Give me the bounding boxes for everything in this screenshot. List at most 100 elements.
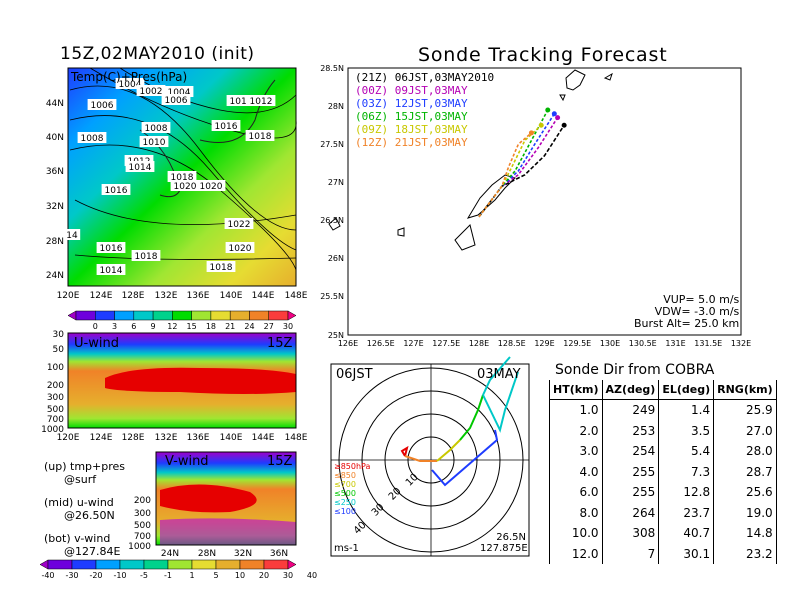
note-up: (up) tmp+pres @surf bbox=[44, 460, 126, 486]
colorbar-cell bbox=[215, 559, 241, 570]
colorbar-cell bbox=[47, 559, 73, 570]
wind-colorbar-tick: 10 bbox=[235, 571, 245, 580]
wind-colorbar-tick: 40 bbox=[307, 571, 317, 580]
table-cell: 7 bbox=[601, 543, 660, 564]
track-map-lon-ticks: 126E 126.5E 127E 127.5E 128E 128.5E 129E 129.5E… bbox=[338, 339, 751, 348]
temp-map-label: Temp(C)+Pres(hPa) bbox=[71, 70, 188, 84]
table-cell: 23.2 bbox=[713, 543, 777, 564]
v-lat-tick: 32N bbox=[234, 549, 252, 559]
table-row: 12.0 7 30.1 23.2 bbox=[549, 543, 777, 564]
v-pressure-tick: 200 bbox=[134, 496, 151, 506]
isobar-label-bg bbox=[164, 86, 194, 97]
temp-lon-tick: 136E bbox=[187, 291, 210, 301]
isobar-label-bg bbox=[246, 95, 276, 106]
isobar-label: 1006 bbox=[91, 101, 114, 111]
wind-colorbar-tick: 30 bbox=[283, 571, 293, 580]
wind-colorbar-tick: -5 bbox=[140, 571, 148, 580]
v-lat-tick: 24N bbox=[161, 549, 179, 559]
track-endpoint bbox=[555, 115, 561, 121]
u-lon-tick: 128E bbox=[122, 433, 145, 443]
note-mid: (mid) u-wind @26.50N bbox=[44, 496, 115, 522]
temp-colorbar-tick: 24 bbox=[244, 322, 254, 331]
polar-legend-item: ≤700 bbox=[334, 480, 356, 489]
panel-notes: (up) tmp+pres @surf (mid) u-wind @26.50N… bbox=[44, 460, 125, 558]
temp-colorbar-tick: 6 bbox=[131, 322, 136, 331]
table-cell: 23.7 bbox=[658, 502, 715, 523]
isobar-label-bg bbox=[167, 171, 197, 182]
table-cell: 5.4 bbox=[658, 441, 715, 462]
isobar-label-bg bbox=[245, 130, 275, 141]
table-cell: 25.6 bbox=[713, 482, 777, 503]
v-pressure-tick: 1000 bbox=[128, 542, 151, 552]
v-pressure-tick: 300 bbox=[134, 509, 151, 519]
isobar-label-bg bbox=[224, 218, 254, 229]
track-legend-item: (09Z) 18JST,03MAY bbox=[355, 123, 468, 136]
track-lat-tick: 27N bbox=[328, 178, 344, 187]
u-lon-tick: 132E bbox=[155, 433, 178, 443]
isobar-label: 1006 bbox=[165, 96, 188, 106]
track-legend: (21Z) 06JST,03MAY2010 (00Z) 09JST,03MAY (0… bbox=[355, 71, 494, 149]
track-lon-tick: 130E bbox=[600, 339, 620, 348]
table-cell: 264 bbox=[601, 502, 660, 523]
isobar-label-bg bbox=[225, 242, 255, 253]
colorbar-cell bbox=[229, 310, 250, 321]
table-cell: 12.8 bbox=[658, 482, 715, 503]
isobar-label: 1008 bbox=[145, 124, 168, 134]
colorbar-cell bbox=[152, 310, 173, 321]
u-wind-lon-ticks: 120E 124E 128E 132E 136E 140E 144E 148E bbox=[57, 433, 308, 443]
isobar-label: 1018 bbox=[135, 252, 158, 262]
table-cell: 8.0 bbox=[549, 502, 603, 523]
colorbar-cell bbox=[239, 559, 265, 570]
colorbar-cell bbox=[263, 559, 289, 570]
colorbar-cell bbox=[249, 310, 269, 321]
isobar-label: 1008 bbox=[81, 134, 104, 144]
right-title: Sonde Tracking Forecast bbox=[418, 44, 668, 66]
track-legend-item: (21Z) 06JST,03MAY2010 bbox=[355, 71, 495, 84]
u-lon-tick: 124E bbox=[90, 433, 113, 443]
isobar-label: 1002 bbox=[140, 87, 163, 97]
isobar-label: 1020 bbox=[200, 182, 223, 192]
table-cell: 3.0 bbox=[549, 441, 603, 462]
table-row: 4.0 255 7.3 28.7 bbox=[549, 461, 777, 482]
isobar-label: 1018 bbox=[171, 173, 194, 183]
wind-colorbar-tick: 1 bbox=[189, 571, 194, 580]
isobar-label-bg bbox=[96, 242, 126, 253]
temp-lon-tick: 124E bbox=[90, 291, 113, 301]
track-endpoint bbox=[551, 111, 557, 117]
u-lon-tick: 144E bbox=[252, 433, 275, 443]
table-cell: 254 bbox=[601, 441, 660, 462]
table-header-cell: AZ(deg) bbox=[601, 380, 660, 400]
isobar-label-bg bbox=[87, 99, 117, 110]
table-cell: 308 bbox=[601, 523, 660, 544]
temp-lat-tick: 32N bbox=[46, 202, 64, 212]
wind-colorbar-tick: -30 bbox=[65, 571, 78, 580]
temp-colorbar-tick: 9 bbox=[151, 322, 156, 331]
track-line bbox=[478, 132, 532, 218]
temp-colorbar bbox=[67, 310, 297, 321]
polar-legend-item: ≤500 bbox=[334, 489, 356, 498]
table-cell: 27.0 bbox=[713, 420, 777, 441]
isobar-label-bg bbox=[125, 161, 155, 172]
table-header-cell: HT(km) bbox=[549, 380, 603, 400]
left-title: 15Z,02MAY2010 (init) bbox=[60, 44, 255, 64]
table-cell: 1.0 bbox=[549, 399, 603, 421]
temp-lat-tick: 40N bbox=[46, 133, 64, 143]
temp-lat-tick: 36N bbox=[46, 167, 64, 177]
table-cell: 4.0 bbox=[549, 461, 603, 482]
isobar-label: 1016 bbox=[215, 122, 238, 132]
track-endpoint bbox=[545, 107, 551, 113]
temp-lon-tick: 140E bbox=[220, 291, 243, 301]
table-title: Sonde Dir from COBRA bbox=[555, 362, 715, 378]
isobar-label-bg bbox=[77, 132, 107, 143]
u-pressure-tick: 50 bbox=[53, 345, 65, 355]
isobar-label-bg bbox=[136, 85, 166, 96]
u-pressure-tick: 100 bbox=[47, 363, 64, 373]
table-cell: 40.7 bbox=[658, 523, 715, 544]
polar-location-lat: 26.5N bbox=[496, 532, 526, 543]
temp-lon-tick: 144E bbox=[252, 291, 275, 301]
polar-legend: ≥850hPa ≤850 ≤700 ≤500 ≤250 ≤100 bbox=[334, 462, 370, 516]
colorbar-cell bbox=[133, 310, 154, 321]
colorbar-cell bbox=[39, 559, 49, 570]
wind-colorbar-ticks: -40 -30 -20 -10 -5 -1 1 5 10 20 30 40 bbox=[41, 571, 317, 580]
